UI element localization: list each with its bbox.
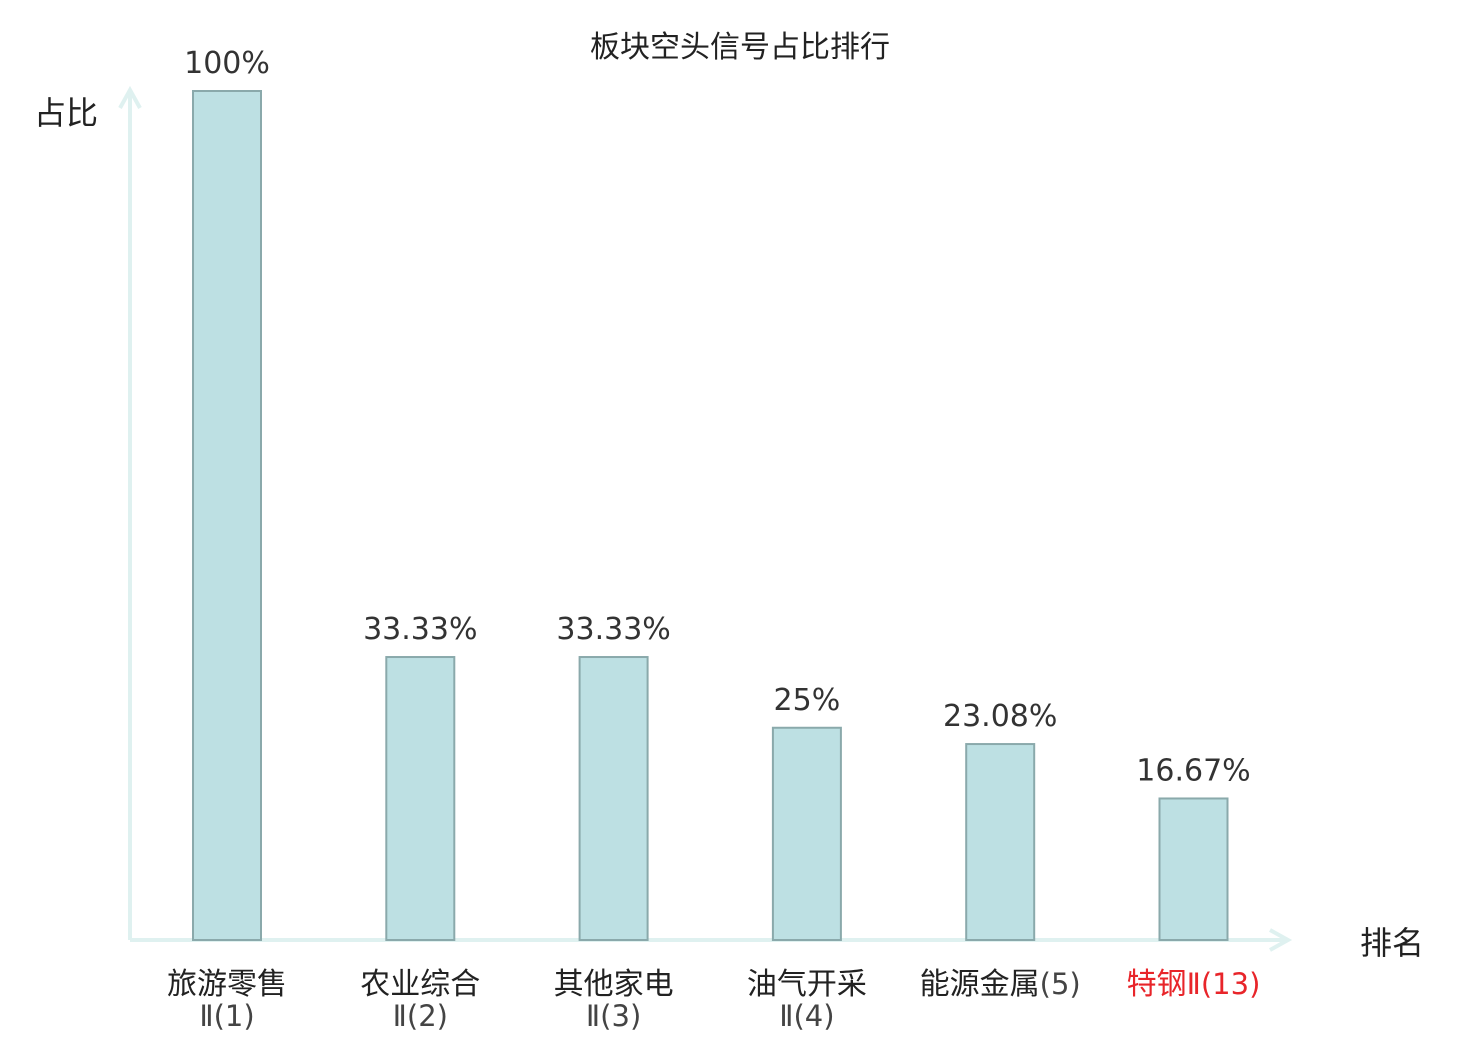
category-label: 能源金属(5) (920, 967, 1081, 1002)
category-rank-label: Ⅱ(2) (393, 999, 448, 1033)
category-label: 特钢Ⅱ(13) (1127, 967, 1261, 1002)
bar (771, 726, 842, 941)
data-label: 25% (774, 683, 841, 718)
category-label: 其他家电 (554, 967, 674, 1002)
data-label: 33.33% (363, 612, 477, 647)
axes (118, 85, 1293, 952)
x-axis-label: 排名 (1360, 924, 1425, 962)
x-axis-arrow (1269, 928, 1293, 952)
category-label: 农业综合 (360, 967, 480, 1002)
chart-title: 板块空头信号占比排行 (590, 30, 890, 65)
category-label: 油气开采 (747, 967, 867, 1002)
category-rank-label: Ⅱ(1) (199, 999, 254, 1033)
data-label: 100% (184, 46, 270, 81)
bar (385, 656, 456, 942)
category-rank-label: Ⅱ(3) (586, 999, 641, 1033)
data-label: 16.67% (1136, 753, 1250, 788)
y-axis-label: 占比 (34, 94, 99, 132)
bar (192, 90, 262, 941)
data-label: 33.33% (556, 612, 670, 647)
bar (965, 743, 1036, 941)
bars (192, 90, 1229, 942)
y-axis-arrow (118, 85, 142, 109)
bar (1158, 797, 1229, 941)
data-label: 23.08% (943, 699, 1057, 734)
category-rank-label: Ⅱ(4) (779, 999, 834, 1033)
category-label: 旅游零售 (167, 967, 287, 1002)
bar (578, 656, 649, 942)
